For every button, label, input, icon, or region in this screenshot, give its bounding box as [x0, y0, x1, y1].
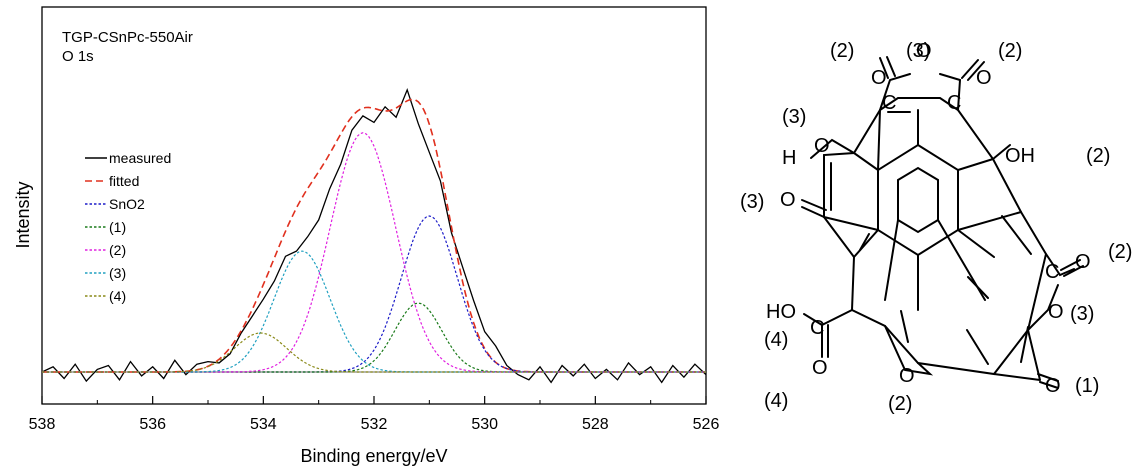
series-line-2: [42, 133, 706, 372]
site-label-top-mid: (3): [906, 40, 930, 62]
x-axis-title: Binding energy/eV: [300, 446, 447, 466]
molecule-structure: O O O C C O OH H O C O O HO C O O O (2) …: [740, 0, 1144, 475]
ketone-o-bottom: O: [1045, 375, 1061, 397]
series-line-measured: [42, 90, 706, 383]
x-tick-label: 532: [361, 416, 388, 433]
series-line-3: [42, 251, 706, 372]
molecule-bonds: [802, 57, 1083, 388]
hydroxyl-o-left: O: [814, 135, 830, 157]
hydroxyl-ho: HO: [766, 301, 796, 323]
x-tick-label: 530: [471, 416, 498, 433]
legend-label: fitted: [109, 173, 139, 189]
site-label-cooh-oh: (4): [764, 329, 788, 351]
carbon-top-left: C: [882, 92, 896, 114]
x-tick-label: 534: [250, 416, 277, 433]
site-label-top-right: (2): [998, 40, 1022, 62]
site-label-oh-left: (3): [782, 106, 806, 128]
site-label-carbonyl-right: (2): [1108, 241, 1132, 263]
series-line-fitted: [42, 99, 706, 372]
left-ketone: [802, 200, 826, 217]
chart-legend: measured fitted SnO2 (1) (2) (3) (4): [85, 150, 171, 304]
x-axis-ticks: 538 536 534 532 530 528 526: [29, 396, 720, 433]
carbon-top-right: C: [947, 92, 961, 114]
legend-label: (4): [109, 288, 126, 304]
core-hexagon-mid: [898, 168, 938, 232]
legend-label: (3): [109, 265, 126, 281]
cooh-o: O: [812, 357, 828, 379]
anhydride-o-right: O: [976, 67, 992, 89]
hydroxyl-right: OH: [1005, 145, 1035, 167]
site-label-cooh-o: (4): [764, 390, 788, 412]
site-label-oh-right: (2): [1086, 145, 1110, 167]
ketone-o-left: O: [780, 189, 796, 211]
carbonyl-o-right: O: [1075, 251, 1091, 273]
outer-ring-frame: [824, 98, 1046, 374]
carbon-cooh: C: [810, 317, 824, 339]
core-hexagon-inner: [878, 145, 958, 255]
legend-label: (2): [109, 242, 126, 258]
series-line-4: [42, 333, 706, 372]
site-label-furan: (2): [888, 393, 912, 415]
series-line-sno2: [42, 216, 706, 372]
annotation-line-2: O 1s: [62, 48, 94, 65]
lactone-o-right: O: [1048, 301, 1064, 323]
site-label-ketone-bottom: (1): [1075, 375, 1099, 397]
x-tick-label: 526: [693, 416, 720, 433]
site-label-top-left: (2): [830, 40, 854, 62]
series-line-1: [42, 303, 706, 372]
xps-chart: 538 536 534 532 530 528 526 measured fitted SnO2…: [0, 0, 730, 475]
x-tick-label: 536: [139, 416, 166, 433]
chart-curves: [42, 90, 706, 383]
legend-label: SnO2: [109, 196, 145, 212]
legend-label: (1): [109, 219, 126, 235]
y-axis-title: Intensity: [13, 181, 33, 248]
x-tick-label: 528: [582, 416, 609, 433]
annotation-line-1: TGP-CSnPc-550Air: [62, 29, 193, 46]
carbon-right: C: [1045, 261, 1059, 283]
hydrogen-left: H: [782, 147, 796, 169]
anhydride-o-left: O: [871, 67, 887, 89]
double-bond-marks: [831, 112, 1031, 364]
x-tick-label: 538: [29, 416, 56, 433]
legend-label: measured: [109, 150, 171, 166]
site-label-ring-o-right: (3): [1070, 303, 1094, 325]
furan-o: O: [899, 365, 915, 387]
site-label-ketone-left: (3): [740, 191, 764, 213]
